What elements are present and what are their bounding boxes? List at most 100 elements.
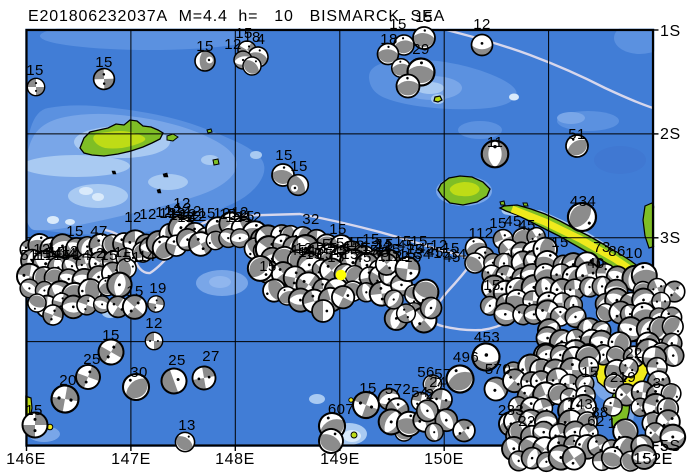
svg-text:45: 45 [397, 237, 415, 254]
svg-text:12: 12 [473, 16, 491, 33]
svg-text:34: 34 [449, 246, 467, 263]
svg-text:18: 18 [380, 31, 398, 48]
svg-text:15: 15 [394, 233, 412, 250]
svg-text:12: 12 [174, 200, 192, 217]
svg-text:15: 15 [398, 246, 416, 263]
svg-text:15: 15 [415, 9, 433, 26]
svg-text:15: 15 [48, 244, 66, 261]
svg-text:12: 12 [124, 209, 142, 226]
svg-text:15: 15 [235, 25, 253, 42]
svg-text:434: 434 [570, 193, 596, 210]
svg-text:57: 57 [434, 366, 452, 383]
svg-text:12: 12 [230, 207, 248, 224]
svg-text:11: 11 [114, 244, 130, 261]
svg-text:15: 15 [483, 277, 501, 294]
svg-text:12: 12 [213, 205, 231, 222]
svg-text:4: 4 [257, 31, 266, 48]
svg-text:5S: 5S [660, 438, 681, 455]
svg-text:45: 45 [518, 217, 536, 234]
svg-text:15: 15 [26, 62, 44, 79]
svg-text:14: 14 [73, 247, 91, 264]
svg-text:12: 12 [343, 238, 361, 255]
svg-text:22: 22 [518, 413, 536, 430]
svg-text:12: 12 [155, 204, 173, 221]
svg-text:607: 607 [328, 401, 354, 418]
svg-text:45: 45 [289, 242, 307, 259]
svg-text:34: 34 [374, 236, 392, 253]
svg-text:2S: 2S [660, 126, 681, 143]
svg-text:47: 47 [90, 223, 108, 240]
svg-text:112: 112 [468, 225, 493, 242]
svg-text:148E: 148E [215, 451, 255, 468]
svg-text:149E: 149E [320, 451, 360, 468]
svg-text:15: 15 [298, 244, 316, 261]
svg-text:15: 15 [406, 241, 424, 258]
svg-text:20: 20 [59, 372, 77, 389]
svg-text:15: 15 [410, 233, 428, 250]
svg-text:15: 15 [389, 16, 407, 33]
svg-text:12: 12 [184, 208, 202, 225]
svg-text:15: 15 [196, 38, 214, 55]
svg-text:152E: 152E [633, 451, 673, 468]
svg-text:15: 15 [489, 215, 507, 232]
svg-text:15: 15 [404, 249, 422, 266]
svg-text:30: 30 [130, 364, 148, 381]
svg-text:18: 18 [243, 29, 261, 46]
svg-text:15: 15 [330, 242, 348, 259]
svg-text:15: 15 [25, 402, 43, 419]
svg-text:12: 12 [173, 195, 191, 212]
svg-text:2: 2 [426, 386, 435, 403]
svg-text:12: 12 [295, 240, 313, 257]
svg-text:45: 45 [383, 241, 401, 258]
svg-text:12: 12 [184, 203, 202, 220]
svg-text:45: 45 [443, 249, 461, 266]
svg-text:1: 1 [43, 245, 52, 262]
svg-text:10: 10 [625, 245, 643, 262]
svg-text:15: 15 [347, 234, 365, 251]
svg-text:1: 1 [34, 247, 43, 264]
svg-text:233: 233 [498, 402, 524, 419]
svg-text:45: 45 [504, 213, 522, 230]
svg-text:19: 19 [149, 280, 167, 297]
svg-text:15: 15 [351, 240, 369, 257]
svg-text:15: 15 [95, 54, 113, 71]
svg-text:12: 12 [430, 237, 448, 254]
svg-text:15: 15 [259, 258, 277, 275]
svg-text:15: 15 [320, 240, 338, 257]
svg-text:45: 45 [372, 244, 390, 261]
svg-text:13: 13 [178, 417, 196, 434]
svg-text:12: 12 [169, 207, 187, 224]
svg-text:54: 54 [411, 384, 429, 401]
svg-text:11: 11 [37, 247, 53, 264]
svg-text:12: 12 [231, 204, 249, 221]
svg-text:12: 12 [145, 315, 163, 332]
svg-text:15: 15 [290, 158, 308, 175]
svg-text:27: 27 [202, 348, 220, 365]
svg-text:45: 45 [307, 242, 325, 259]
svg-text:45: 45 [417, 240, 435, 257]
svg-text:11: 11 [487, 134, 503, 151]
svg-text:15: 15 [581, 364, 599, 381]
svg-text:86: 86 [608, 243, 626, 260]
svg-text:496: 496 [453, 349, 479, 366]
svg-text:12: 12 [159, 205, 177, 222]
svg-text:40: 40 [587, 255, 605, 272]
svg-text:572: 572 [385, 381, 411, 398]
svg-text:15: 15 [327, 235, 345, 252]
svg-text:15: 15 [442, 240, 460, 257]
svg-text:73: 73 [593, 239, 611, 256]
svg-text:15: 15 [100, 247, 118, 264]
svg-text:112: 112 [377, 248, 402, 265]
svg-text:12: 12 [87, 245, 105, 262]
svg-text:56: 56 [417, 364, 435, 381]
svg-text:15: 15 [237, 208, 255, 225]
svg-text:32: 32 [302, 211, 320, 228]
svg-text:51: 51 [20, 247, 38, 264]
svg-text:51: 51 [123, 249, 141, 266]
svg-text:12: 12 [224, 36, 242, 53]
svg-text:24: 24 [429, 374, 447, 391]
svg-text:62: 62 [587, 413, 605, 430]
svg-text:143: 143 [567, 396, 593, 413]
svg-text:25: 25 [83, 351, 101, 368]
svg-text:15: 15 [329, 221, 347, 238]
